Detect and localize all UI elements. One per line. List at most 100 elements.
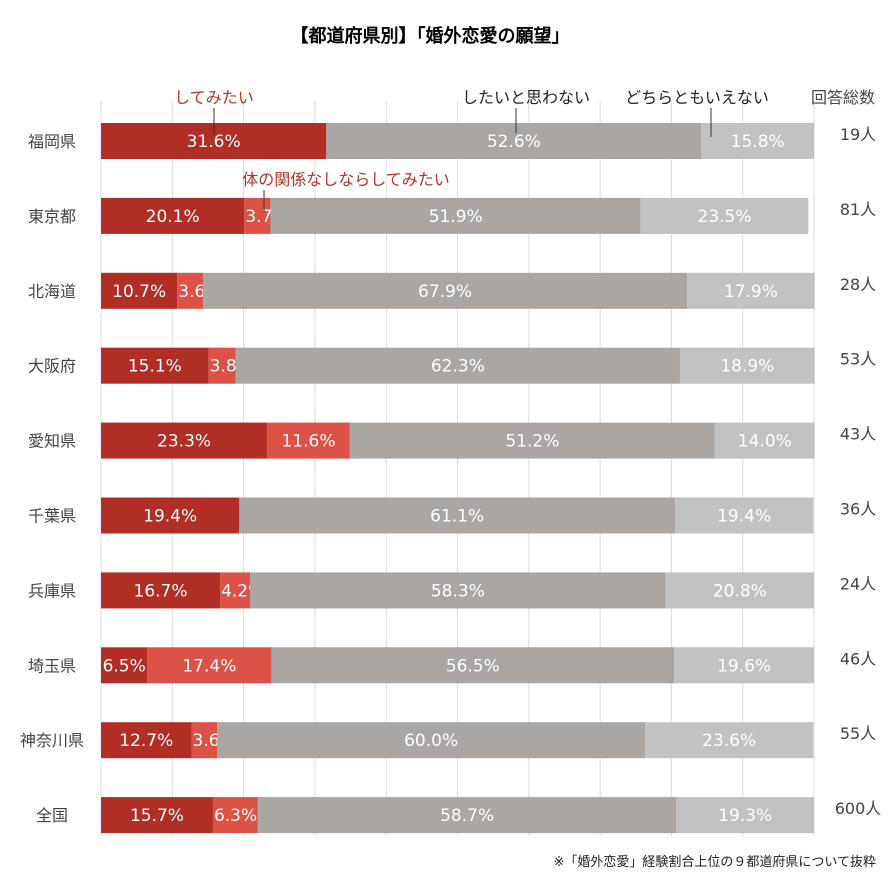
bar-segment [101,422,268,459]
bar-segment [271,647,675,684]
bar-segment [250,572,666,609]
data-label: 12.7% [119,731,173,751]
bar-segment [101,722,192,759]
bar-row: 埼玉県 6.5% 17.4% 56.5% 19.6% 46人 [28,647,876,684]
data-label: 31.6% [187,132,241,152]
data-label: 62.3% [431,357,485,377]
bar-segment [679,347,815,384]
category-label: 千葉県 [28,507,76,526]
bar-row: 兵庫県 16.7% 4.2% 58.3% 20.8% 24人 [28,572,876,609]
response-count: 81人 [840,200,876,219]
bar-segment [270,197,641,234]
bar-segment [212,797,258,834]
bar-row: 北海道 10.7% 3.6% 67.9% 17.9% 28人 [28,272,876,309]
bar-segment [701,123,814,159]
bar-segment [202,272,688,309]
bar-segment [177,272,203,309]
bar-segment [257,797,677,834]
counts-header: 回答総数 [811,88,875,107]
legend-label: してみたい [174,88,254,107]
bar-segment [674,497,814,534]
bar-segment [220,572,251,609]
data-label: 17.9% [724,282,778,302]
data-label: 19.6% [717,656,771,676]
data-label: 19.4% [717,507,771,527]
bar-segment [101,647,148,684]
data-label: 58.7% [440,806,494,826]
bar-segment [687,272,815,309]
chart-title: 【都道府県別】「婚外恋愛の願望」 [291,25,570,47]
bar-row: 全国 15.7% 6.3% 58.7% 19.3% 600人 [36,797,882,834]
data-label: 14.0% [738,432,792,452]
bar-segment [101,797,213,834]
data-label: 11.6% [281,432,335,452]
category-label: 神奈川県 [20,731,84,750]
category-label: 大阪府 [28,357,76,376]
bar-segment [674,647,814,684]
data-label: 15.1% [128,357,182,377]
data-label: 58.3% [431,581,485,601]
data-label: 51.2% [505,432,559,452]
category-label: 埼玉県 [28,656,76,675]
data-label: 20.8% [713,581,767,601]
data-label: 23.6% [702,731,756,751]
data-label: 56.5% [446,656,500,676]
bar-segment [101,272,178,309]
bar-segment [147,647,272,684]
bar-segment [235,347,680,384]
data-label: 6.5% [103,656,146,676]
data-label: 10.7% [112,282,166,302]
bar-segment [101,572,221,609]
legend-label: どちらともいえない [625,88,769,107]
bar-segment [101,197,245,234]
bar-row: 神奈川県 12.7% 3.6% 60.0% 23.6% 55人 [20,722,876,759]
data-label: 23.5% [698,207,752,227]
legend-label: したいと思わない [462,88,590,107]
response-count: 46人 [840,649,876,668]
bar-row: 大阪府 15.1% 3.8% 62.3% 18.9% 53人 [28,347,876,384]
data-label: 52.6% [487,132,541,152]
response-count: 24人 [840,574,876,593]
data-label: 17.4% [182,656,236,676]
legend-label: 体の関係なしならしてみたい [242,170,450,189]
data-label: 19.4% [143,507,197,527]
category-label: 福岡県 [28,132,76,151]
bar-segment [326,123,702,159]
response-count: 55人 [840,724,876,743]
data-label: 61.1% [430,507,484,527]
data-label: 51.9% [429,207,483,227]
bar-segment [645,722,814,759]
data-label: 19.3% [718,806,772,826]
response-count: 43人 [840,425,876,444]
bar-segment [217,722,646,759]
bar-segment [665,572,814,609]
response-count: 36人 [840,500,876,519]
response-count: 600人 [835,799,882,818]
response-count: 19人 [840,125,876,144]
bar-row: 福岡県 31.6% 52.6% 15.8% 19人 [28,123,876,159]
data-label: 18.9% [720,357,774,377]
footnote: ※「婚外恋愛」経験割合上位の９都道府県について抜粋 [553,854,876,870]
data-label: 23.3% [157,432,211,452]
data-label: 20.1% [146,207,200,227]
bar-segment [640,197,809,234]
data-label: 67.9% [418,282,472,302]
category-label: 東京都 [28,207,76,226]
bar-row: 東京都 20.1% 3.7% 51.9% 23.5% 81人 [28,197,876,234]
bar-segment [191,722,218,759]
bar-row: 愛知県 23.3% 11.6% 51.2% 14.0% 43人 [28,422,876,459]
category-label: 全国 [36,806,68,825]
bar-segment [676,797,814,834]
bar-row: 千葉県 19.4% 61.1% 19.4% 36人 [28,497,876,534]
bar-segment [349,422,715,459]
data-label: 6.3% [214,806,257,826]
bar-segment [208,347,236,384]
category-label: 兵庫県 [28,581,76,600]
bar-segment [239,497,675,534]
data-label: 60.0% [404,731,458,751]
data-label: 15.7% [130,806,184,826]
response-count: 53人 [840,350,876,369]
category-label: 北海道 [28,282,76,301]
